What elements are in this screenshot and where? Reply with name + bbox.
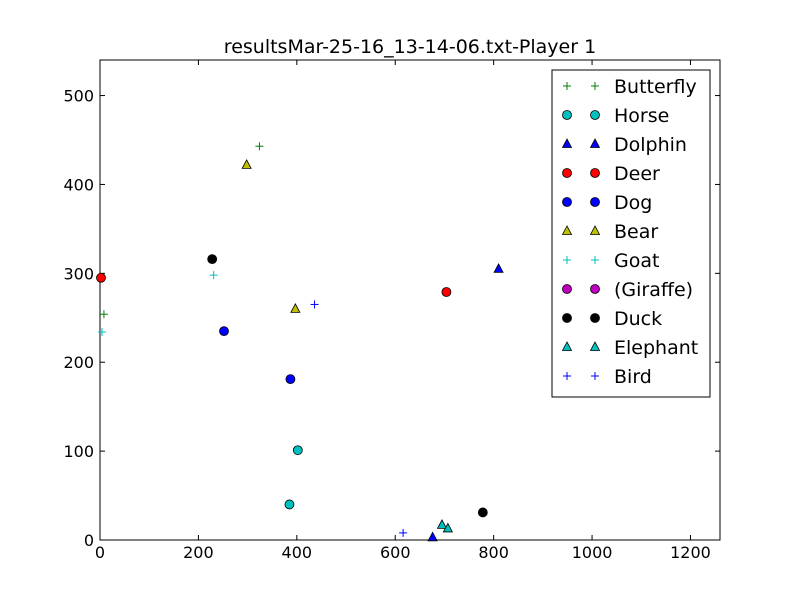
x-tick-label: 800 (478, 543, 509, 562)
legend-marker-horse (562, 110, 572, 120)
point-dolphin (427, 531, 438, 542)
legend-label-dolphin: Dolphin (614, 134, 687, 156)
point-bird (310, 300, 319, 309)
legend-label-deer: Deer (614, 163, 660, 185)
point-duck (207, 254, 218, 265)
x-tick-label: 1000 (572, 543, 613, 562)
legend-marker-giraffe (562, 284, 572, 294)
legend-marker-giraffe (590, 284, 600, 294)
legend-marker-goat (563, 256, 571, 264)
legend-marker-bear (561, 225, 573, 235)
point-goat (97, 328, 106, 336)
legend-label-horse: Horse (614, 105, 669, 127)
y-tick-label: 300 (63, 264, 94, 283)
point-butterfly (99, 310, 108, 319)
legend-marker-dog (590, 197, 600, 207)
legend-label-bear: Bear (614, 221, 658, 243)
y-tick-label: 0 (84, 531, 94, 550)
point-deer (96, 272, 106, 283)
legend-label-butterfly: Butterfly (614, 76, 697, 98)
point-bear (241, 159, 252, 169)
legend-marker-deer (590, 168, 600, 178)
legend-marker-bear (589, 225, 601, 235)
point-elephant (436, 519, 448, 529)
legend-label-bird: Bird (614, 366, 652, 388)
point-dog (219, 326, 229, 337)
y-tick-label: 100 (63, 442, 94, 461)
point-horse (284, 499, 295, 510)
legend-marker-dolphin (561, 138, 573, 148)
legend-marker-dog (562, 197, 572, 207)
legend-marker-bird (563, 372, 571, 380)
legend-label-giraffe: (Giraffe) (614, 279, 693, 301)
point-bear (290, 303, 301, 313)
y-tick-label: 200 (63, 353, 94, 372)
legend-marker-goat (591, 256, 599, 264)
legend-label-dog: Dog (614, 192, 652, 214)
legend-marker-duck (590, 313, 600, 323)
point-horse (292, 445, 303, 456)
y-tick-label: 400 (63, 175, 94, 194)
x-tick-label: 200 (183, 543, 214, 562)
legend-marker-horse (590, 110, 600, 120)
legend-label-elephant: Elephant (614, 337, 698, 359)
point-duck (477, 507, 488, 518)
y-tick-label: 500 (63, 87, 94, 106)
legend-box (551, 69, 711, 398)
legend-marker-butterfly (563, 82, 571, 90)
legend-marker-bird (591, 372, 599, 380)
legend-marker-dolphin (589, 138, 601, 148)
point-dolphin (493, 263, 504, 273)
point-dog (285, 374, 296, 385)
point-bird (399, 528, 408, 537)
x-tick-label: 400 (282, 543, 313, 562)
legend-marker-elephant (589, 341, 601, 351)
point-deer (441, 287, 452, 297)
legend-label-goat: Goat (614, 250, 659, 272)
x-tick-label: 1200 (670, 543, 711, 562)
legend: Butterfly Horse Dolphin Deer Dog Bear Goat (Gir… (551, 69, 711, 398)
legend-marker-butterfly (591, 82, 599, 90)
legend-marker-elephant (561, 341, 573, 351)
point-elephant (442, 522, 454, 533)
point-goat (209, 271, 218, 280)
x-tick-label: 0 (95, 543, 105, 562)
legend-marker-duck (562, 313, 572, 323)
data-points (96, 142, 504, 542)
axis-ticks: 0 200 400 600 800 1000 1200 0 100 200 300 400 500 (63, 60, 720, 562)
legend-label-duck: Duck (614, 308, 662, 330)
legend-marker-deer (562, 168, 572, 178)
chart-title: resultsMar-25-16_13-14-06.txt-Player 1 (224, 36, 596, 58)
point-butterfly (255, 142, 264, 151)
x-tick-label: 600 (380, 543, 411, 562)
